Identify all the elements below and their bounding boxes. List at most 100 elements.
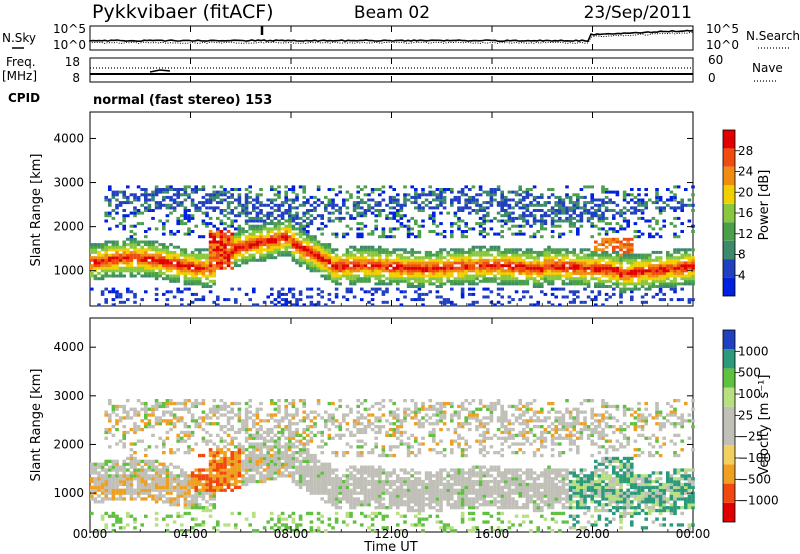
power-cell bbox=[226, 216, 231, 220]
velocity-cell bbox=[252, 445, 256, 449]
power-cell bbox=[360, 188, 364, 191]
power-cell bbox=[507, 190, 512, 194]
power-cell bbox=[684, 248, 688, 252]
velocity-cell bbox=[172, 422, 177, 426]
power-cell bbox=[450, 188, 454, 191]
power-cell bbox=[471, 185, 476, 189]
velocity-cell bbox=[100, 479, 105, 484]
power-cell bbox=[234, 298, 238, 302]
power-cell bbox=[489, 269, 494, 273]
velocity-cell bbox=[334, 511, 339, 516]
power-cell bbox=[201, 295, 206, 299]
velocity-cell bbox=[133, 413, 137, 417]
power-cell bbox=[313, 248, 317, 252]
velocity-cell bbox=[223, 407, 227, 411]
power-cell bbox=[194, 256, 198, 260]
power-cell bbox=[280, 203, 285, 207]
velocity-cell bbox=[259, 462, 263, 466]
power-cell bbox=[496, 269, 501, 273]
power-cell bbox=[93, 277, 98, 281]
power-cell bbox=[154, 256, 159, 260]
power-cell bbox=[536, 201, 540, 205]
velocity-cell bbox=[324, 422, 328, 426]
velocity-cell bbox=[295, 529, 299, 533]
power-cell bbox=[576, 253, 580, 257]
velocity-cell bbox=[198, 491, 202, 495]
power-cell bbox=[302, 245, 306, 249]
power-cell bbox=[284, 195, 288, 199]
power-cell bbox=[417, 269, 422, 273]
velocity-cell bbox=[284, 474, 288, 478]
power-cell bbox=[586, 279, 591, 283]
power-cell bbox=[208, 274, 213, 278]
power-cell bbox=[518, 216, 522, 220]
power-cell bbox=[205, 269, 209, 273]
velocity-cell bbox=[104, 471, 108, 475]
power-cell bbox=[486, 250, 490, 254]
power-cell bbox=[385, 256, 389, 260]
power-cell bbox=[367, 209, 371, 212]
power-cell bbox=[327, 219, 332, 223]
velocity-cell bbox=[205, 439, 209, 443]
power-cell bbox=[612, 266, 616, 270]
velocity-cell bbox=[223, 451, 227, 455]
power-cell bbox=[320, 264, 324, 268]
power-cell bbox=[550, 269, 555, 273]
power-cell bbox=[136, 243, 141, 247]
power-cell bbox=[244, 201, 249, 205]
power-cell bbox=[345, 253, 350, 257]
velocity-cell bbox=[309, 471, 314, 475]
power-cell bbox=[547, 253, 551, 257]
power-cell bbox=[597, 253, 602, 257]
power-cell bbox=[637, 279, 641, 283]
power-cell bbox=[435, 295, 440, 299]
power-cell bbox=[158, 248, 162, 252]
velocity-cell bbox=[324, 477, 328, 481]
velocity-cell bbox=[306, 433, 310, 437]
power-cell bbox=[158, 266, 162, 270]
power-cell bbox=[342, 295, 346, 299]
power-cell bbox=[511, 253, 515, 257]
power-cell bbox=[122, 256, 126, 260]
velocity-cell bbox=[154, 488, 159, 492]
power-cell bbox=[399, 266, 404, 270]
power-cell bbox=[691, 298, 695, 302]
power-cell bbox=[658, 274, 663, 278]
power-cell bbox=[280, 222, 285, 226]
power-cell bbox=[288, 253, 292, 257]
velocity-cell bbox=[298, 479, 303, 484]
power-cell bbox=[432, 264, 436, 268]
power-cell bbox=[129, 258, 134, 262]
velocity-cell bbox=[216, 523, 220, 527]
velocity-cell bbox=[183, 451, 188, 455]
power-cell bbox=[363, 209, 368, 212]
power-cell bbox=[450, 235, 454, 239]
power-cell bbox=[338, 190, 342, 194]
velocity-cell bbox=[320, 485, 324, 489]
power-cell bbox=[190, 300, 195, 304]
power-cell bbox=[561, 279, 566, 283]
velocity-cell bbox=[252, 453, 256, 458]
velocity-cell bbox=[219, 459, 224, 463]
power-cell bbox=[226, 250, 231, 254]
power-cell bbox=[651, 258, 656, 262]
power-cell bbox=[309, 295, 314, 299]
power-cell bbox=[302, 219, 306, 223]
velocity-cell bbox=[172, 485, 177, 489]
velocity-cell bbox=[291, 511, 296, 516]
power-cell bbox=[180, 188, 184, 191]
velocity-cell bbox=[140, 479, 144, 484]
power-cell bbox=[568, 222, 573, 226]
power-cell bbox=[360, 206, 364, 210]
power-cell bbox=[421, 256, 425, 260]
power-cell bbox=[518, 188, 522, 191]
power-cell bbox=[216, 248, 220, 252]
power-cell bbox=[363, 211, 368, 215]
power-cell bbox=[417, 285, 422, 288]
power-cell bbox=[637, 282, 641, 286]
power-cell bbox=[129, 250, 134, 254]
power-cell bbox=[406, 250, 411, 254]
velocity-cell bbox=[252, 425, 256, 429]
power-cell bbox=[140, 298, 144, 302]
power-cell bbox=[151, 256, 155, 260]
